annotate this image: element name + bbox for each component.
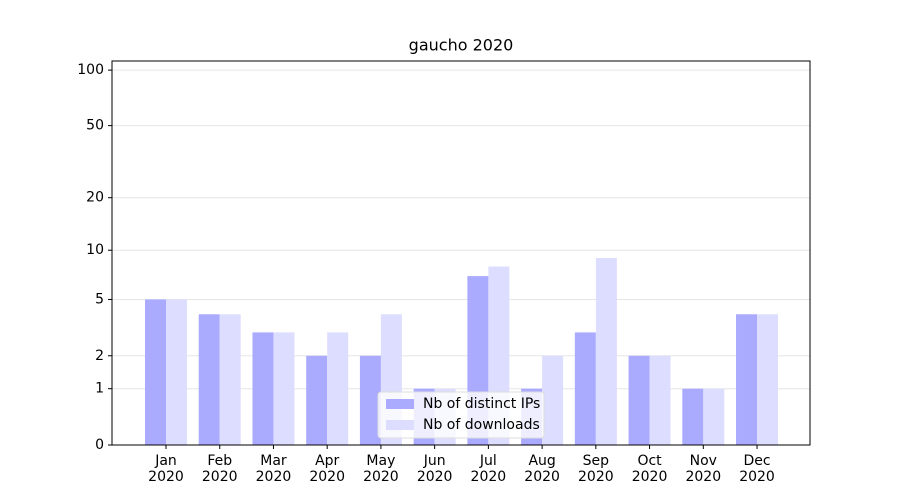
x-tick-label: Jun 2020 [416, 453, 453, 485]
x-tick-label: May 2020 [363, 453, 399, 485]
x-tick-label: Dec 2020 [739, 453, 775, 485]
chart-title: gaucho 2020 [409, 36, 514, 55]
bar [327, 332, 349, 445]
x-tick-label: Jul 2020 [470, 453, 507, 485]
x-tick-label: Sep 2020 [578, 453, 614, 485]
y-tick-label: 50 [86, 118, 104, 134]
x-tick-label: Nov 2020 [685, 453, 722, 485]
y-tick-label: 20 [86, 190, 104, 206]
bar [703, 388, 725, 445]
x-tick-label: Apr 2020 [309, 453, 345, 485]
bar [359, 355, 381, 445]
bar [145, 299, 166, 445]
legend: Nb of distinct IPs Nb of downloads [377, 391, 545, 439]
x-tick-label: Mar 2020 [255, 453, 292, 485]
x-tick-label: Aug 2020 [524, 453, 560, 485]
bar [595, 257, 617, 445]
y-tick-label: 100 [77, 62, 104, 78]
bar [628, 355, 650, 445]
bar [649, 355, 671, 445]
legend-label: Nb of downloads [423, 417, 540, 433]
bar [682, 388, 704, 445]
y-tick-label: 2 [95, 348, 104, 364]
y-tick-label: 10 [86, 242, 104, 258]
x-tick-label: Jan 2020 [148, 453, 184, 485]
y-tick-label: 1 [95, 381, 104, 397]
bar [306, 355, 328, 445]
x-tick-label: Feb 2020 [201, 453, 238, 485]
legend-swatch [386, 399, 414, 409]
bar [736, 314, 758, 445]
plot-frame [111, 60, 811, 446]
bar [273, 332, 295, 445]
legend-box [377, 391, 545, 439]
x-tick-label: Oct 2020 [631, 453, 668, 485]
bar [252, 332, 274, 445]
bar [166, 299, 187, 445]
y-tick-label: 0 [95, 437, 104, 453]
bar [542, 355, 564, 445]
y-tick-label: 5 [95, 291, 104, 307]
legend-label: Nb of distinct IPs [423, 396, 540, 412]
bar [219, 314, 241, 445]
bar [198, 314, 220, 445]
bar [574, 332, 596, 445]
legend-swatch [386, 420, 414, 430]
bar [757, 314, 779, 445]
